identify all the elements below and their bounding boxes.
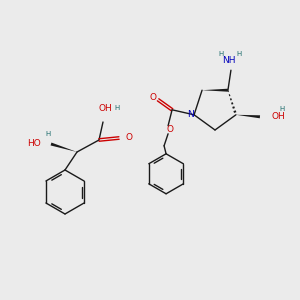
Polygon shape <box>51 142 77 152</box>
Text: O: O <box>167 125 174 134</box>
Text: O: O <box>150 93 157 102</box>
Text: HO: HO <box>27 139 41 148</box>
Text: H: H <box>114 105 120 111</box>
Polygon shape <box>236 115 260 118</box>
Text: H: H <box>45 131 51 137</box>
Text: OH: OH <box>98 104 112 113</box>
Polygon shape <box>202 89 228 92</box>
Text: O: O <box>125 134 132 142</box>
Text: H: H <box>218 51 224 57</box>
Text: NH: NH <box>222 56 236 65</box>
Text: OH: OH <box>272 112 286 121</box>
Text: N: N <box>187 110 194 119</box>
Text: H: H <box>236 51 242 57</box>
Text: H: H <box>279 106 284 112</box>
